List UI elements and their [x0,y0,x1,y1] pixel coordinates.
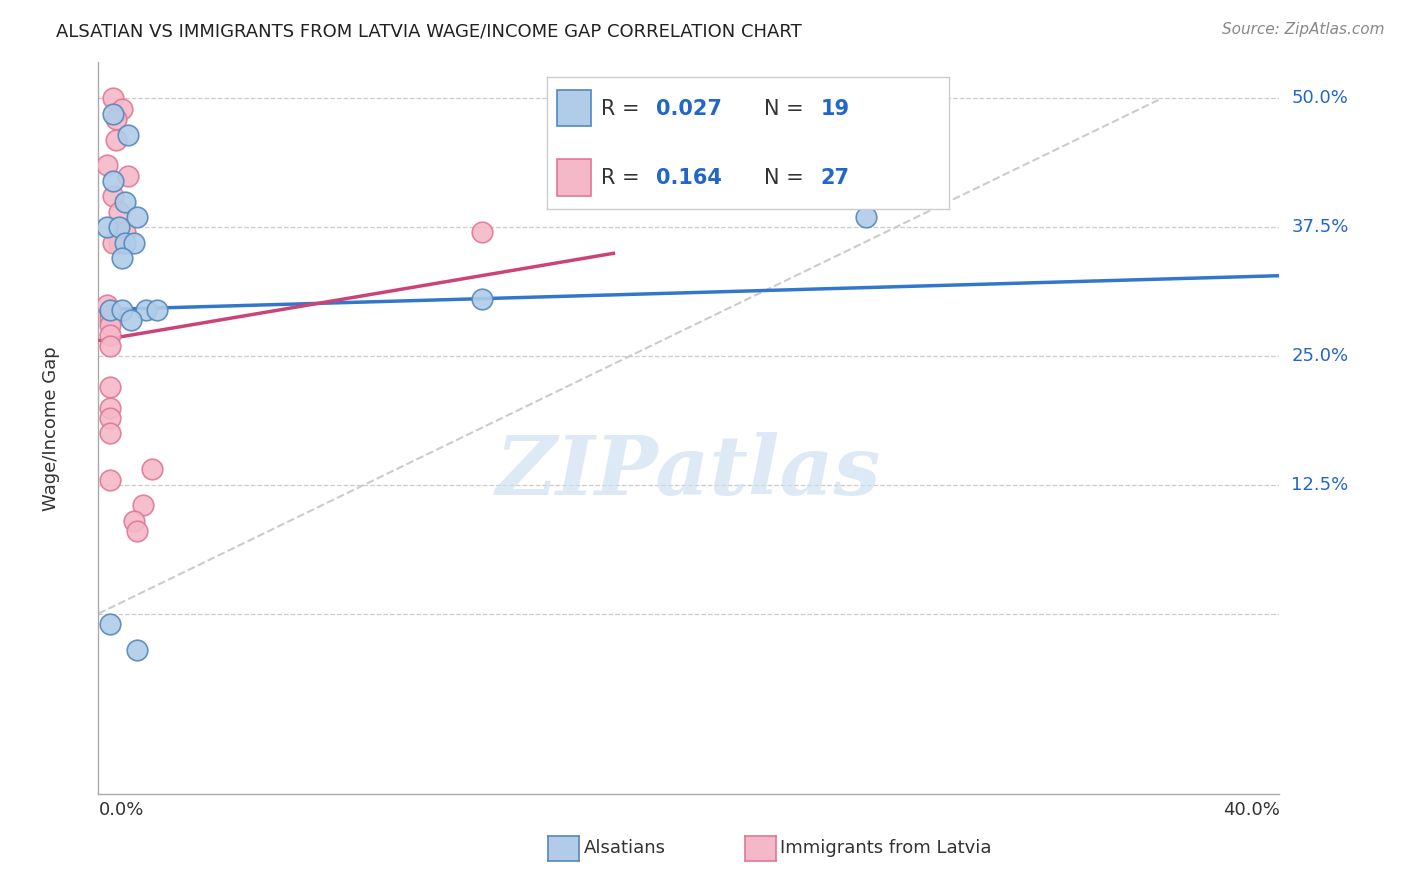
Point [96,158,118,172]
Point [98,380,121,394]
Point [111,102,134,116]
Text: 12.5%: 12.5% [1291,475,1348,494]
Point [855,210,877,224]
Text: 0.164: 0.164 [655,168,721,188]
Point [98,616,121,631]
Point [135,302,157,317]
Text: 0.0%: 0.0% [98,801,143,819]
Text: R =: R = [602,99,647,119]
Text: 0.027: 0.027 [655,99,721,119]
Text: 50.0%: 50.0% [1291,89,1348,108]
Point [132,499,155,513]
Point [98,318,121,333]
Point [114,194,136,209]
Point [98,339,121,353]
Point [122,514,145,528]
Point [122,235,145,250]
Point [108,220,131,235]
Point [117,169,139,183]
Text: 25.0%: 25.0% [1291,347,1348,365]
Point [114,235,136,250]
Text: Wage/Income Gap: Wage/Income Gap [42,346,60,510]
Text: ALSATIAN VS IMMIGRANTS FROM LATVIA WAGE/INCOME GAP CORRELATION CHART: ALSATIAN VS IMMIGRANTS FROM LATVIA WAGE/… [56,22,801,40]
Text: 37.5%: 37.5% [1291,219,1348,236]
Point [98,313,121,327]
Point [103,91,125,105]
Text: R =: R = [602,168,647,188]
Text: N =: N = [763,168,810,188]
Point [98,473,121,487]
Point [111,251,134,265]
Text: 27: 27 [820,168,849,188]
Point [471,226,494,240]
Point [125,210,148,224]
Text: Source: ZipAtlas.com: Source: ZipAtlas.com [1222,22,1385,37]
Point [98,401,121,415]
Point [471,293,494,307]
Point [111,302,134,317]
Point [98,426,121,441]
Point [125,524,148,538]
FancyBboxPatch shape [557,160,592,195]
Point [108,235,131,250]
Point [96,220,118,235]
Text: ZIPatlas: ZIPatlas [496,432,882,512]
Point [141,462,163,476]
Text: Alsatians: Alsatians [583,839,665,857]
Point [98,308,121,322]
Point [105,133,128,147]
Point [120,313,142,327]
Point [98,328,121,343]
Text: 40.0%: 40.0% [1223,801,1279,819]
Point [105,112,128,127]
Point [98,410,121,425]
Text: N =: N = [763,99,810,119]
Point [96,297,118,311]
FancyBboxPatch shape [557,90,592,127]
Point [108,204,131,219]
Point [125,642,148,657]
Point [103,235,125,250]
Text: 19: 19 [820,99,849,119]
Point [98,302,121,317]
Point [146,302,169,317]
Point [103,189,125,203]
Point [103,107,125,121]
Text: Immigrants from Latvia: Immigrants from Latvia [780,839,991,857]
Point [117,128,139,142]
Point [103,174,125,188]
Point [114,226,136,240]
